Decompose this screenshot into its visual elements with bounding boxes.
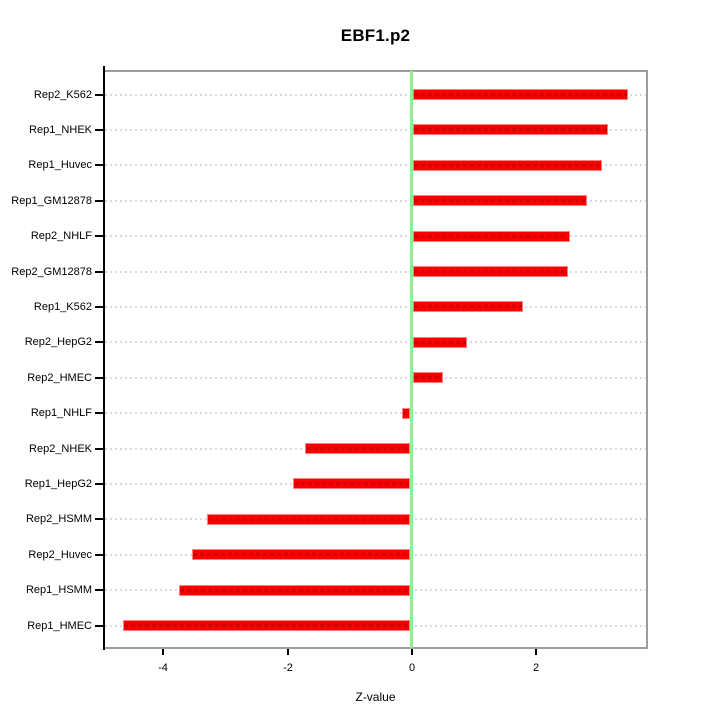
bar-Rep2_HSMM (207, 514, 411, 525)
y-axis-label: Rep2_HepG2 (24, 336, 92, 348)
bar-Rep2_NHEK (305, 443, 410, 454)
y-axis-label: Rep1_K562 (33, 301, 92, 313)
y-axis-label: Rep1_NHEK (29, 124, 92, 136)
bar-Rep2_Huvec (192, 549, 410, 560)
bar-Rep1_HSMM (179, 585, 410, 596)
y-axis-tick (95, 164, 104, 167)
x-axis-tick (535, 649, 537, 655)
y-axis-tick (95, 589, 104, 592)
y-axis-tick (95, 412, 104, 415)
bar-Rep2_NHLF (413, 231, 570, 242)
y-axis-tick (95, 270, 104, 273)
gridline (105, 199, 646, 202)
x-axis-tick (162, 649, 164, 655)
bar-Rep1_HepG2 (293, 478, 410, 489)
gridline (105, 235, 646, 238)
gridline (105, 270, 646, 273)
y-axis-tick (95, 624, 104, 627)
y-axis-tick (95, 199, 104, 202)
x-axis-tick-label: -2 (283, 662, 293, 674)
y-axis-label: Rep2_HMEC (27, 372, 92, 384)
gridline (105, 412, 646, 415)
y-axis-label: Rep2_K562 (33, 89, 92, 101)
plot-border (103, 70, 648, 649)
x-axis-tick (411, 649, 413, 655)
y-axis-label: Rep2_NHEK (29, 443, 92, 455)
bar-Rep1_HMEC (123, 620, 410, 631)
bar-Rep1_NHEK (413, 124, 608, 135)
bar-Rep1_K562 (413, 301, 523, 312)
y-axis-tick (95, 482, 104, 485)
x-axis-tick (287, 649, 289, 655)
y-axis-label: Rep1_Huvec (28, 159, 92, 171)
bar-Rep2_HMEC (413, 372, 444, 383)
y-axis-label: Rep1_HSMM (25, 584, 92, 596)
gridline (105, 341, 646, 344)
gridline (105, 128, 646, 131)
y-axis-tick (95, 341, 104, 344)
x-axis-title: Z-value (355, 690, 396, 704)
y-axis-tick (95, 128, 104, 131)
y-axis-tick (95, 93, 104, 96)
chart-title: EBF1.p2 (340, 26, 411, 45)
y-axis-line (103, 66, 105, 650)
x-axis-tick-label: 2 (532, 662, 540, 674)
y-axis-label: Rep1_HepG2 (24, 478, 92, 490)
y-axis-tick (95, 518, 104, 521)
bar-Rep2_GM12878 (413, 266, 569, 277)
y-axis-label: Rep2_Huvec (28, 549, 92, 561)
y-axis-label: Rep2_HSMM (25, 513, 92, 525)
y-axis-tick (95, 447, 104, 450)
y-axis-label: Rep2_GM12878 (11, 266, 92, 278)
y-axis-tick (95, 305, 104, 308)
y-axis-label: Rep1_NHLF (30, 407, 92, 419)
bar-Rep1_NHLF (402, 408, 410, 419)
y-axis-label: Rep1_GM12878 (11, 195, 92, 207)
zero-reference-line (410, 71, 413, 648)
y-axis-tick (95, 376, 104, 379)
gridline (105, 305, 646, 308)
y-axis-label: Rep1_HMEC (27, 620, 92, 632)
bar-Rep1_GM12878 (413, 195, 587, 206)
y-axis-label: Rep2_NHLF (30, 230, 92, 242)
x-axis-tick-label: 0 (408, 662, 416, 674)
x-axis-tick-label: -4 (158, 662, 168, 674)
bar-Rep2_HepG2 (413, 337, 467, 348)
gridline (105, 93, 646, 96)
y-axis-tick (95, 553, 104, 556)
gridline (105, 376, 646, 379)
bar-Rep1_Huvec (413, 160, 602, 171)
bar-Rep2_K562 (413, 89, 628, 100)
gridline (105, 164, 646, 167)
y-axis-tick (95, 235, 104, 238)
